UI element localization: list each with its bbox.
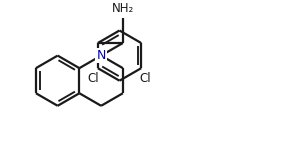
Text: N: N: [96, 49, 106, 62]
Text: NH₂: NH₂: [112, 2, 134, 15]
Text: Cl: Cl: [140, 72, 151, 85]
Text: Cl: Cl: [88, 72, 99, 85]
